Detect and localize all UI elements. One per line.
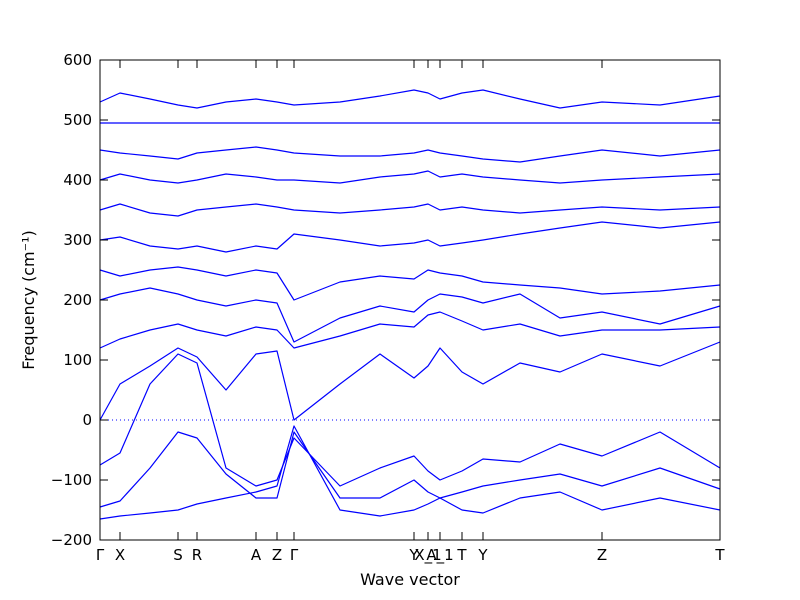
band-line-1: [99, 425, 721, 520]
band-line-11: [99, 146, 721, 163]
band-line-4: [99, 341, 721, 421]
x-tick-label: S: [173, 546, 183, 564]
plot-frame: [99, 59, 721, 541]
x-tick-label: X: [115, 546, 125, 564]
band-line-7: [99, 266, 721, 301]
y-tick-label: −100: [51, 471, 92, 489]
y-tick-label: 600: [63, 51, 92, 69]
band-line-10: [99, 170, 721, 184]
x-tick-label: T: [456, 546, 467, 564]
band-line-2: [99, 431, 721, 508]
band-line-6: [99, 287, 721, 343]
band-line-5: [99, 311, 721, 349]
x-tick-label: A_1: [426, 546, 453, 565]
y-tick-label: 500: [63, 111, 92, 129]
x-tick-label: Z: [597, 546, 607, 564]
x-axis-label: Wave vector: [360, 570, 460, 589]
band-line-3: [99, 353, 721, 487]
x-tick-label: Y: [408, 546, 419, 564]
y-tick-label: −200: [51, 531, 92, 549]
x-tick-label: X_1: [414, 546, 441, 565]
y-ticks: −200 −100 0 100 200 300 400 500 600: [51, 51, 720, 549]
y-tick-label: 400: [63, 171, 92, 189]
x-tick-label: R: [192, 546, 202, 564]
x-tick-label: Y: [477, 546, 488, 564]
y-tick-label: 300: [63, 231, 92, 249]
bands: [99, 89, 721, 520]
x-ticks: Γ X S R A Z Γ YX_1A_1 T Y Z T: [96, 60, 725, 565]
y-tick-label: 100: [63, 351, 92, 369]
x-tick-label: Γ: [96, 546, 105, 564]
x-tick-label: Z: [272, 546, 282, 564]
x-tick-label: T: [714, 546, 725, 564]
band-line-9: [99, 203, 721, 217]
band-line-13: [99, 89, 721, 109]
x-tick-label: A: [251, 546, 262, 564]
y-tick-label: 0: [82, 411, 92, 429]
y-axis-label: Frequency (cm⁻¹): [19, 230, 38, 369]
band-line-8: [99, 221, 721, 253]
y-tick-label: 200: [63, 291, 92, 309]
x-tick-label: Γ: [290, 546, 299, 564]
